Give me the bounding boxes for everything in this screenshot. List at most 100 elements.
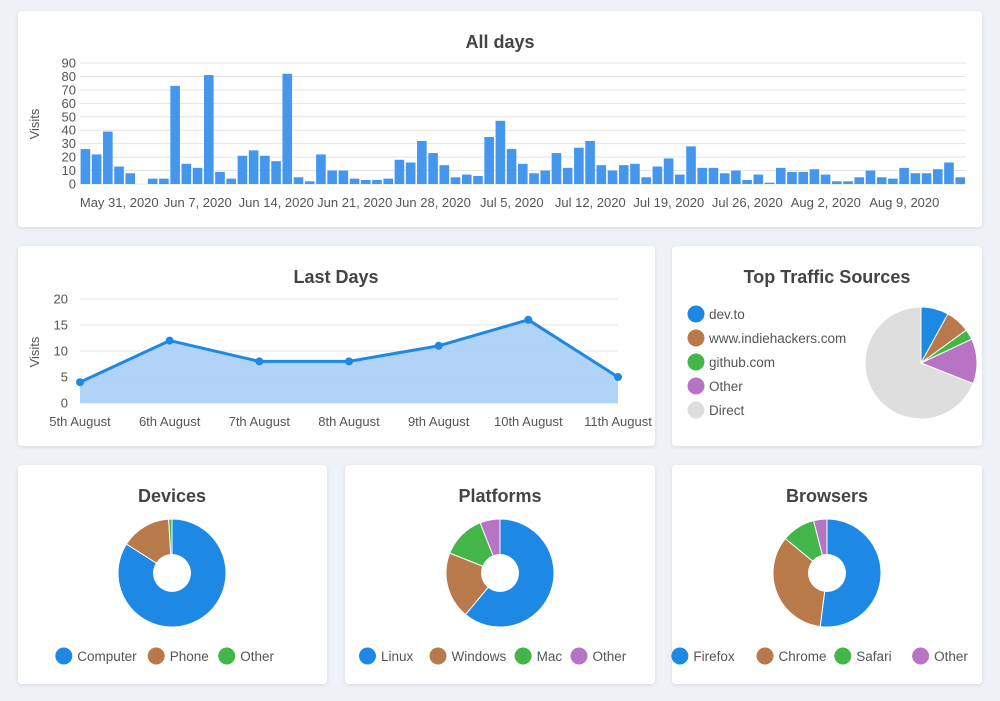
bar <box>663 158 674 184</box>
legend-marker <box>359 647 376 665</box>
bar <box>585 140 595 184</box>
bar <box>349 178 360 184</box>
bar <box>809 169 820 184</box>
legend-marker <box>756 647 774 665</box>
bar <box>652 166 663 184</box>
y-tick-label: 70 <box>62 82 76 97</box>
legend-marker <box>514 647 532 665</box>
bar <box>630 163 640 184</box>
devices-chart: Devices Computer Phone Other <box>55 486 274 665</box>
bar <box>282 73 293 184</box>
x-tick-label: 6th August <box>139 414 201 429</box>
bar <box>798 171 808 184</box>
all-days-y-axis-label: Visits <box>27 108 42 139</box>
bar <box>865 170 876 184</box>
legend-label: Other <box>593 649 627 664</box>
bar <box>316 154 326 184</box>
y-tick-label: 60 <box>62 96 76 111</box>
data-point <box>255 357 264 366</box>
bar <box>641 177 651 184</box>
pie-slice <box>772 537 828 628</box>
x-tick-label: 5th August <box>49 414 111 429</box>
last-days-card: Last Days Visits 0 5 10 15 20 5th August 6th … <box>18 246 655 446</box>
browsers-card: Browsers Firefox Chrome Safari Other <box>671 465 982 684</box>
x-tick-label: Jul 12, 2020 <box>555 195 626 210</box>
legend-label: dev.to <box>709 307 745 322</box>
bar <box>764 182 775 184</box>
bar <box>439 165 450 184</box>
x-tick-label: Jul 26, 2020 <box>712 195 783 210</box>
bar <box>91 154 102 184</box>
y-tick-label: 0 <box>61 396 68 411</box>
bar <box>338 170 349 184</box>
platforms-card: Platforms Linux Windows Mac Other <box>345 465 655 684</box>
legend-marker <box>55 647 73 665</box>
legend-marker <box>687 353 705 371</box>
bar <box>293 177 304 184</box>
bar <box>360 179 371 184</box>
bar <box>147 178 158 184</box>
legend-label: github.com <box>709 355 775 370</box>
bar <box>271 161 281 184</box>
y-tick-label: 15 <box>54 318 68 333</box>
legend-label: Direct <box>709 403 745 418</box>
bar <box>517 163 528 184</box>
y-tick-label: 10 <box>54 344 68 359</box>
bar <box>237 155 248 184</box>
data-point <box>165 336 174 345</box>
x-tick-label: 7th August <box>229 414 291 429</box>
bar <box>450 177 461 184</box>
bar <box>719 173 730 184</box>
pie-slice <box>864 306 974 420</box>
data-point <box>434 341 443 350</box>
x-tick-label: 10th August <box>494 414 563 429</box>
all-days-title: All days <box>465 32 534 52</box>
legend-marker <box>687 377 705 395</box>
legend-marker <box>671 647 689 665</box>
legend-marker <box>687 401 705 419</box>
bar <box>394 159 405 184</box>
top-traffic-sources-chart: Top Traffic Sources dev.to www.indiehacke… <box>687 267 978 420</box>
bar <box>260 155 270 184</box>
legend-label: Safari <box>856 649 891 664</box>
bar <box>854 177 865 184</box>
all-days-card: All days Visits 0 10 20 30 40 50 60 70 80 90 May … <box>18 11 982 227</box>
bar <box>540 170 551 184</box>
x-tick-label: 8th August <box>318 414 380 429</box>
bar <box>876 177 887 184</box>
legend-label: Chrome <box>779 649 827 664</box>
devices-title: Devices <box>138 486 206 506</box>
bar <box>461 174 472 184</box>
x-tick-label: Jun 7, 2020 <box>164 195 232 210</box>
y-tick-label: 90 <box>62 56 76 71</box>
x-tick-label: 11th August <box>584 414 652 429</box>
bar <box>888 178 898 184</box>
bar <box>675 174 685 184</box>
last-days-chart: Last Days Visits 0 5 10 15 20 5th August 6th … <box>27 267 652 429</box>
y-tick-label: 30 <box>62 136 76 151</box>
legend-marker <box>687 329 705 347</box>
area-fill <box>80 319 618 403</box>
data-point <box>524 315 533 324</box>
platforms-title: Platforms <box>458 486 541 506</box>
y-tick-label: 10 <box>62 163 76 178</box>
bar <box>103 131 113 184</box>
legend-label: Other <box>240 649 274 664</box>
legend-label: Other <box>934 649 968 664</box>
bar <box>921 173 932 184</box>
pie-slice <box>117 518 227 628</box>
bar <box>944 162 954 184</box>
browsers-title: Browsers <box>786 486 868 506</box>
legend-marker <box>218 647 236 665</box>
donut-hole <box>153 554 191 592</box>
legend-marker <box>834 647 852 665</box>
x-tick-label: Aug 2, 2020 <box>791 195 861 210</box>
data-point <box>614 373 622 381</box>
last-days-y-axis-label: Visits <box>27 336 42 367</box>
bar <box>607 170 618 184</box>
bar <box>843 181 853 184</box>
bar <box>159 178 169 184</box>
x-tick-label: Jun 21, 2020 <box>317 195 392 210</box>
data-point <box>76 378 84 387</box>
